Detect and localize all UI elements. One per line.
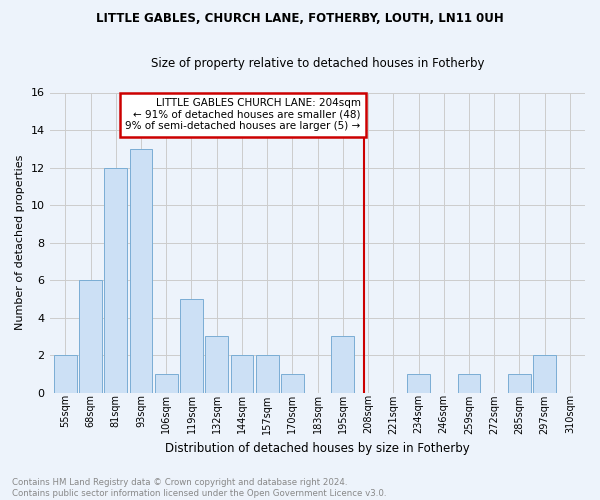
Bar [79,280,102,393]
Bar [407,374,430,393]
Bar [533,355,556,393]
Bar [205,336,228,393]
Bar [458,374,481,393]
Bar [281,374,304,393]
Bar [130,149,152,393]
Bar [104,168,127,393]
Text: Contains HM Land Registry data © Crown copyright and database right 2024.
Contai: Contains HM Land Registry data © Crown c… [12,478,386,498]
Title: Size of property relative to detached houses in Fotherby: Size of property relative to detached ho… [151,58,484,70]
Bar [331,336,354,393]
Bar [180,299,203,393]
Bar [508,374,531,393]
Y-axis label: Number of detached properties: Number of detached properties [15,155,25,330]
Bar [230,355,253,393]
Bar [54,355,77,393]
Bar [256,355,278,393]
Text: LITTLE GABLES, CHURCH LANE, FOTHERBY, LOUTH, LN11 0UH: LITTLE GABLES, CHURCH LANE, FOTHERBY, LO… [96,12,504,26]
X-axis label: Distribution of detached houses by size in Fotherby: Distribution of detached houses by size … [165,442,470,455]
Bar [155,374,178,393]
Text: LITTLE GABLES CHURCH LANE: 204sqm
← 91% of detached houses are smaller (48)
9% o: LITTLE GABLES CHURCH LANE: 204sqm ← 91% … [125,98,361,132]
